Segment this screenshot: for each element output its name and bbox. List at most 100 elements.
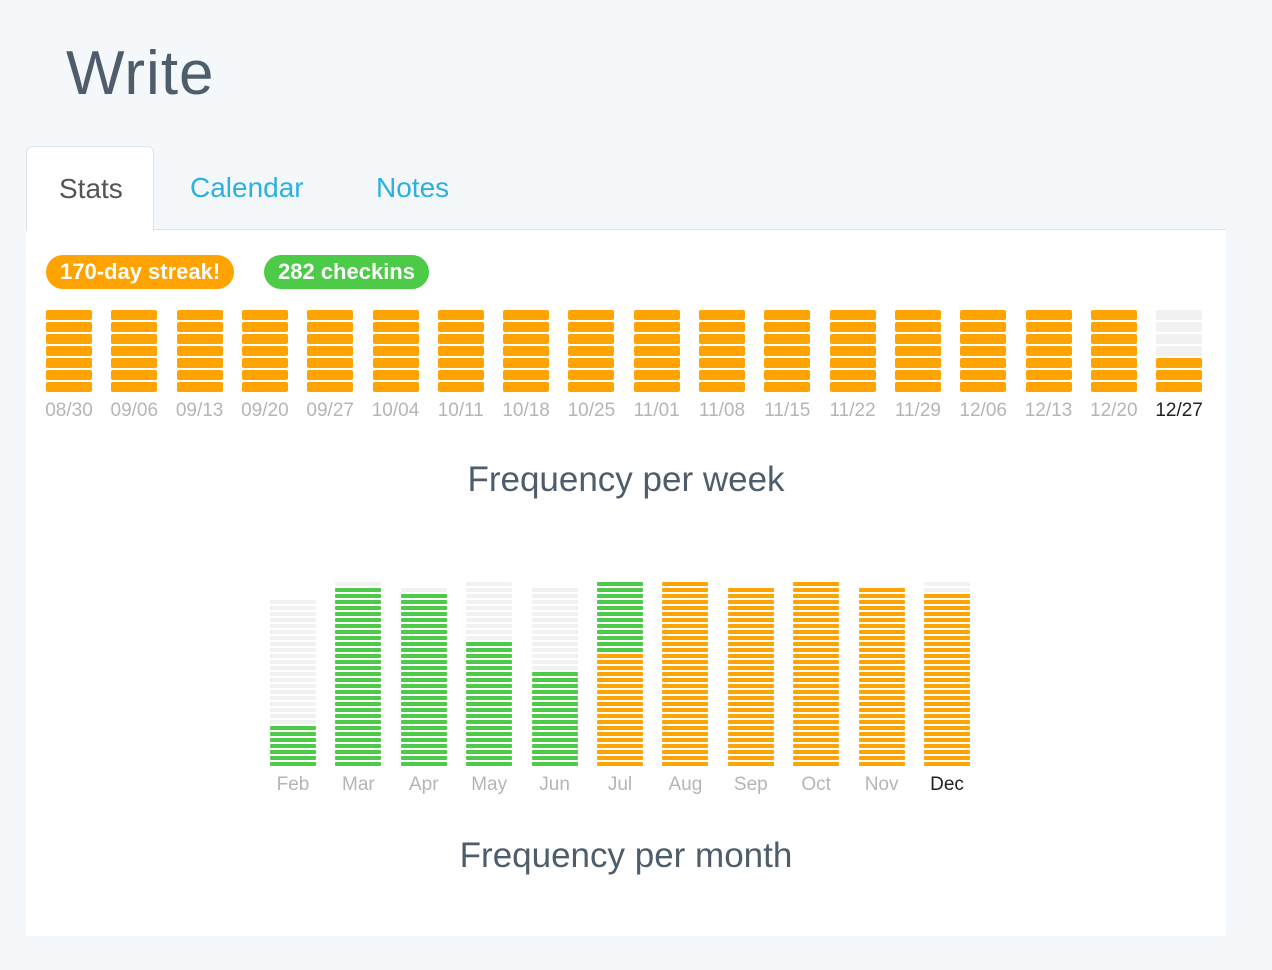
week-label: 11/01	[633, 400, 680, 421]
week-bar-segment	[1025, 310, 1072, 320]
month-bar-segment	[662, 738, 709, 742]
week-bar-segment	[1156, 334, 1203, 344]
month-bar-segment	[597, 594, 643, 598]
month-bar-segment	[727, 642, 774, 646]
month-bar-segment	[858, 762, 905, 766]
week-bar-segment	[372, 358, 419, 368]
month-bar-segment	[531, 726, 578, 730]
month-bar-segment	[335, 612, 382, 616]
tab-calendar[interactable]: Calendar	[190, 172, 304, 203]
week-bar-segment	[46, 358, 92, 368]
month-bar-segment	[727, 630, 774, 634]
month-bar-segment	[793, 648, 840, 652]
month-bar-segment	[727, 666, 774, 670]
month-bar-segment	[531, 600, 578, 604]
week-bar-segment	[176, 358, 223, 368]
month-bar	[924, 578, 970, 766]
week-bar-segment	[503, 370, 550, 380]
month-bar-segment	[793, 738, 840, 742]
week-bar-segment	[568, 358, 615, 368]
month-bar-segment	[531, 690, 578, 694]
month-bar-segment	[270, 606, 316, 610]
month-bar-segment	[793, 642, 840, 646]
week-bar-segment	[568, 346, 615, 356]
month-bar-segment	[727, 696, 774, 700]
week-bar-segment	[894, 334, 941, 344]
month-bar-segment	[727, 588, 774, 592]
month-bar-segment	[597, 714, 643, 718]
week-bar-segment	[1025, 322, 1072, 332]
tab-notes[interactable]: Notes	[376, 172, 450, 203]
week-bar	[241, 308, 288, 392]
month-bar-segment	[662, 648, 709, 652]
month-bar-segment	[727, 756, 774, 760]
month-bar-segment	[270, 762, 316, 766]
month-bar-segment	[531, 612, 578, 616]
month-bar-segment	[400, 720, 447, 724]
month-bar-segment	[597, 636, 643, 640]
month-bar-segment	[858, 636, 905, 640]
week-bar-segment	[633, 346, 680, 356]
week-bar-segment	[829, 334, 876, 344]
week-bar-segment	[372, 322, 419, 332]
month-bar-segment	[924, 672, 970, 676]
month-bar-segment	[597, 666, 643, 670]
month-bar-segment	[727, 762, 774, 766]
monthly-frequency-chart: Feb Mar Apr May Jun Jul Aug Sep Oct Nov Dec	[256, 578, 996, 808]
week-bar-segment	[437, 322, 484, 332]
month-bar-segment	[924, 756, 970, 760]
month-bar-segment	[793, 678, 840, 682]
month-bar-segment	[858, 690, 905, 694]
month-bar-segment	[727, 702, 774, 706]
month-bar-segment	[662, 714, 709, 718]
month-bar	[400, 578, 447, 766]
month-bar-segment	[727, 678, 774, 682]
month-bar-segment	[727, 672, 774, 676]
month-bar-segment	[858, 612, 905, 616]
week-bar-segment	[699, 334, 745, 344]
week-bar-segment	[568, 322, 615, 332]
month-bar-segment	[466, 594, 513, 598]
week-label: 11/29	[894, 400, 941, 421]
week-bar	[1156, 308, 1203, 392]
month-bar-segment	[662, 636, 709, 640]
month-bar-segment	[466, 582, 513, 586]
week-bar	[372, 308, 419, 392]
month-bar-segment	[335, 714, 382, 718]
month-bar-segment	[924, 714, 970, 718]
month-bar-segment	[924, 654, 970, 658]
month-bar-segment	[858, 624, 905, 628]
month-bar-segment	[400, 660, 447, 664]
week-bar-segment	[1025, 346, 1072, 356]
month-bar-segment	[793, 702, 840, 706]
tab-stats[interactable]: Stats	[26, 146, 154, 231]
month-bar-segment	[858, 726, 905, 730]
month-bar-segment	[662, 708, 709, 712]
week-bar	[307, 308, 354, 392]
week-bar-segment	[1025, 370, 1072, 380]
month-bar-segment	[335, 600, 382, 604]
month-bar-segment	[270, 636, 316, 640]
week-bar-segment	[1156, 310, 1203, 320]
month-bar-segment	[924, 600, 970, 604]
week-bar	[633, 308, 680, 392]
month-bar-segment	[793, 726, 840, 730]
month-bar-segment	[597, 762, 643, 766]
month-bar-segment	[531, 636, 578, 640]
month-bar-segment	[662, 750, 709, 754]
month-bar-segment	[466, 756, 513, 760]
month-bar-segment	[466, 666, 513, 670]
month-bar-segment	[466, 684, 513, 688]
month-bar-segment	[335, 648, 382, 652]
week-bar-segment	[372, 310, 419, 320]
month-bar-segment	[858, 750, 905, 754]
month-bar-segment	[270, 732, 316, 736]
month-bar-segment	[270, 756, 316, 760]
month-bar	[531, 578, 578, 766]
week-bar-segment	[633, 358, 680, 368]
month-bar-segment	[270, 654, 316, 658]
week-bar-segment	[46, 310, 92, 320]
weekly-frequency-chart: 08/30 09/06 09/13 09/20 09/27 10/04 10/11 10/18…	[26, 308, 1226, 428]
month-bar-segment	[400, 756, 447, 760]
week-bar-segment	[568, 370, 615, 380]
